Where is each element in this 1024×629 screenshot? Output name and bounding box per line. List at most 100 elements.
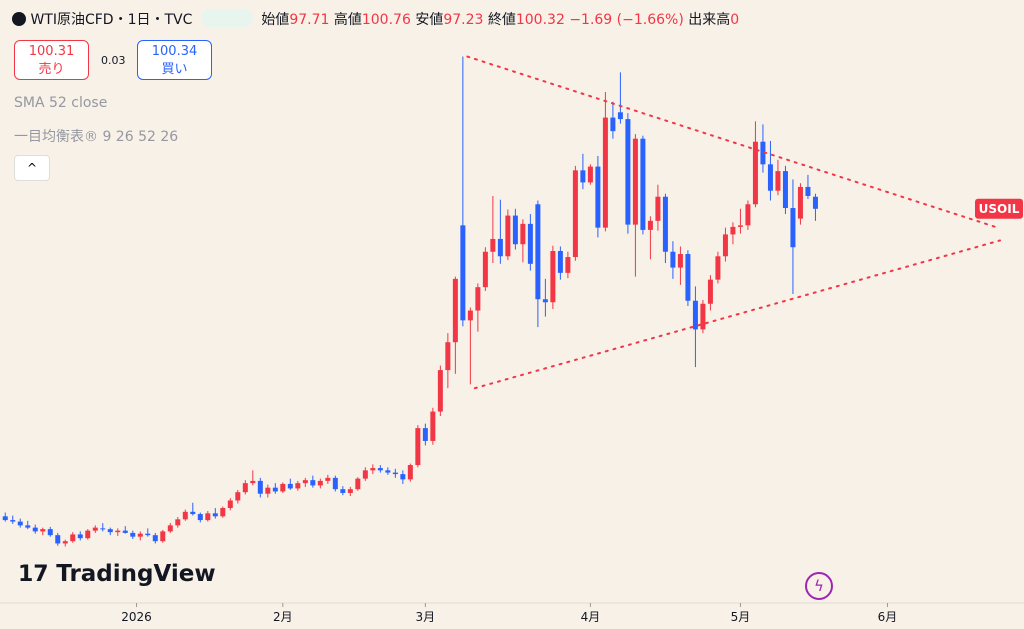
candle-body [407,465,413,480]
candle-body [145,533,151,536]
candle-body [580,170,586,183]
candle-body [625,119,631,225]
buy-button[interactable]: 100.34 買い [137,40,212,80]
candle-body [662,196,668,252]
candle-body [700,303,706,330]
candle-body [325,477,331,481]
candle-body [235,492,241,501]
x-tick-label: 2026 [121,610,152,624]
label: 安値 [415,12,444,28]
candle-body [10,520,16,522]
candle-body [287,483,293,489]
candle-body [595,166,601,228]
candle-body [520,223,526,245]
spread: 0.03 [101,54,126,67]
candle-body [460,225,466,321]
candle-body [250,480,256,484]
label: 始値 [261,12,290,28]
candle-body [692,300,698,330]
candle-body [137,533,143,537]
candle-body [205,513,211,521]
value: 0 [730,12,740,28]
candle-body [737,225,743,227]
candle-body [70,534,76,542]
candle-body [130,532,136,537]
x-tick-label: 5月 [731,610,751,624]
candle-body [505,215,511,257]
candle-body [790,208,796,248]
candle-body [557,250,563,273]
symbol-tag [975,198,1023,219]
candle-body [640,138,646,230]
candle-body [40,529,46,532]
candle-body [752,141,758,205]
candle-body [190,511,196,515]
logo-text: TradingView [56,561,216,587]
candle-body [92,527,98,531]
candle-body [400,474,406,480]
candle-body [497,238,503,257]
candle-body [220,508,226,517]
candle-body [655,196,661,221]
candle-body [355,478,361,490]
candle-body [805,186,811,196]
candle-body [317,480,323,486]
candle-body [85,530,91,539]
price: 100.34 [151,44,198,59]
candle-body [332,477,338,490]
alert-icon[interactable]: ϟ [805,572,833,600]
candle-body [77,534,83,539]
candle-body [467,310,473,321]
candle-body [2,516,8,521]
candle-body [370,468,376,471]
candle-body [715,256,721,280]
label: 終値 [487,12,516,28]
value: 97.71 [289,12,330,28]
candle-body [677,254,683,268]
candle-body [107,529,113,533]
candle-body [385,470,391,473]
candle-body [212,513,218,517]
logo: 17 TradingView [18,561,216,587]
candle-body [152,535,158,542]
candle-body [730,226,736,235]
candle-body [310,480,316,486]
candle-body [602,117,608,228]
candle-body [572,170,578,258]
symbol[interactable]: WTI原油CFD・1日・TVC [30,12,193,28]
collapse-button[interactable]: ^ [14,155,50,181]
candle-body [775,171,781,191]
candle-body [392,472,398,475]
candle-body [17,521,23,526]
candle-body [272,487,278,492]
candle-body [482,251,488,288]
symbol-label: USOIL [979,202,1020,216]
candle-body [160,531,166,542]
x-tick-label: 4月 [581,610,601,624]
candle-body [295,483,301,489]
candle-body [197,514,203,521]
candle-body [422,428,428,441]
label: 高値 [333,12,362,28]
candle-body [302,480,308,484]
candle-body [362,470,368,479]
candle-body [227,500,233,509]
candle-body [565,257,571,273]
candle-body [32,527,38,532]
sell-button[interactable]: 100.31 売り [14,40,89,80]
label: 出来高 [688,12,731,28]
indicator[interactable]: 一目均衡表® 9 26 52 26 [14,129,179,145]
candle-body [167,525,173,532]
candle-body [722,234,728,257]
candle-body [25,525,31,528]
candle-body [242,483,248,493]
candle-body [535,204,541,300]
candle-body [280,483,286,492]
candle-body [122,530,128,533]
indicator[interactable]: SMA 52 close [14,95,108,111]
candle-body [62,541,68,544]
candle-body [445,342,451,371]
value: 100.76 [361,12,411,28]
